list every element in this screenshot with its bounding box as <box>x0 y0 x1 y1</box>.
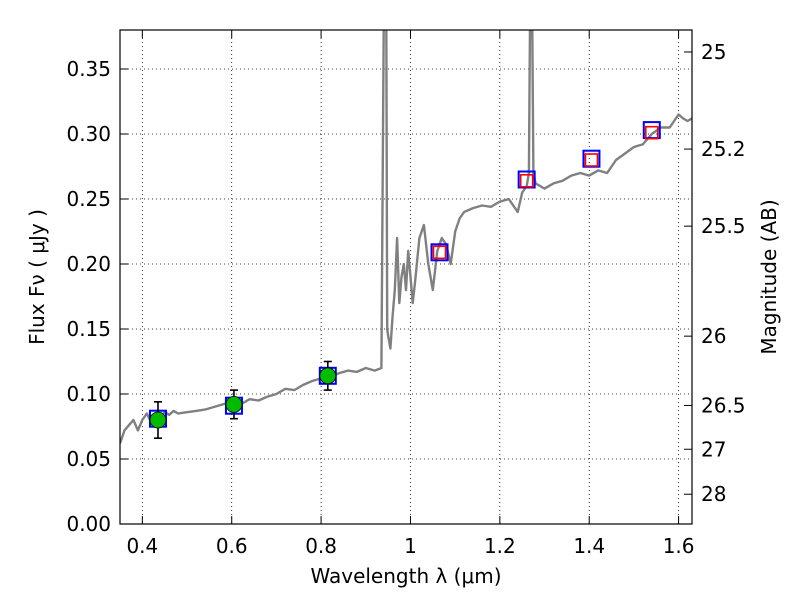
y-tick-label: 0.30 <box>66 122 111 146</box>
y2-tick-label: 25 <box>701 40 726 64</box>
y2-tick-label: 25.2 <box>701 137 746 161</box>
y2-axis-label: Magnitude (AB) <box>757 199 781 354</box>
blue-square-point <box>430 243 449 262</box>
x-axis-label: Wavelength λ (μm) <box>310 564 501 588</box>
x-tick-label: 0.4 <box>126 534 158 558</box>
y2-tick-label: 27 <box>701 437 726 461</box>
red-square-point <box>644 125 659 140</box>
y-tick-label: 0.25 <box>66 187 111 211</box>
y-tick-label: 0.35 <box>66 57 111 81</box>
y2-tick-label: 25.5 <box>701 214 746 238</box>
y-axis-ticks: 0.00 0.05 0.10 0.15 0.20 0.25 0.30 0.35 <box>66 57 128 536</box>
y2-axis-ticks: 25 25.2 25.5 26 26.5 27 28 <box>684 40 746 506</box>
y2-tick-label: 28 <box>701 482 726 506</box>
green-circle-point <box>149 411 167 429</box>
y-axis-label: Flux Fν ( μJy ) <box>25 209 49 345</box>
y-tick-label: 0.20 <box>66 252 111 276</box>
x-tick-label: 1.6 <box>663 534 695 558</box>
x-tick-label: 0.8 <box>305 534 337 558</box>
red-square-point <box>432 245 447 260</box>
y-tick-label: 0.00 <box>66 512 111 536</box>
y-tick-label: 0.05 <box>66 447 111 471</box>
x-tick-label: 1 <box>404 534 417 558</box>
red-square-point <box>584 153 599 167</box>
green-circle-point <box>225 395 243 413</box>
y-tick-label: 0.10 <box>66 382 111 406</box>
plot-frame <box>119 29 693 525</box>
y2-tick-label: 26 <box>701 324 726 348</box>
sed-model-line <box>120 30 692 444</box>
x-axis-ticks: 0.4 0.6 0.8 1 1.2 1.4 1.6 <box>126 30 695 558</box>
red-square-point <box>519 174 534 188</box>
x-tick-label: 1.4 <box>573 534 605 558</box>
y2-tick-label: 26.5 <box>701 393 746 417</box>
x-tick-label: 1.2 <box>484 534 516 558</box>
green-circle-point <box>319 367 337 385</box>
plot-area <box>120 30 692 444</box>
x-tick-label: 0.6 <box>216 534 248 558</box>
y-tick-label: 0.15 <box>66 317 111 341</box>
